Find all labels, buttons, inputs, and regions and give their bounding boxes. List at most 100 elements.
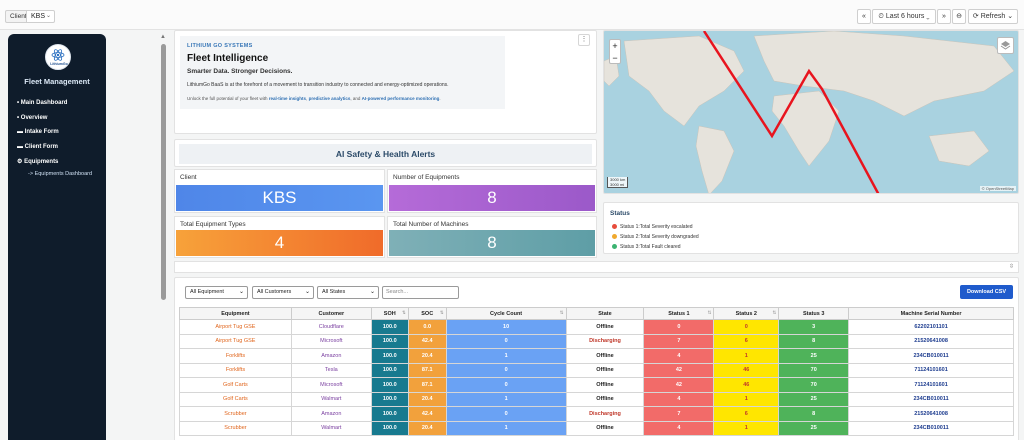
time-shift-forward-button[interactable]: » <box>937 9 951 24</box>
equipment-filter-select[interactable]: All Equipment ⌄ <box>185 286 248 299</box>
logo-text: LithiumGo <box>50 62 68 66</box>
sidebar-item-client-form[interactable]: ▬ Client Form <box>17 144 58 150</box>
state-filter-select[interactable]: All States ⌄ <box>317 286 379 299</box>
status3-cell: 8 <box>778 333 850 349</box>
scrollbar-thumb[interactable] <box>161 44 166 300</box>
stat-value: 4 <box>176 230 383 256</box>
map-attribution[interactable]: © OpenStreetMap <box>979 186 1016 191</box>
panel-menu-button[interactable]: ⋮ <box>578 34 590 46</box>
equipment-cell[interactable]: Airport Tug GSE <box>179 333 292 349</box>
table-row[interactable]: Golf Carts Microsoft 100.0 87.1 0 Offline 42 46… <box>179 377 1014 393</box>
table-row[interactable]: Scrubber Amazon 100.0 42.4 0 Discharging 7 6 8 21… <box>179 406 1014 422</box>
sidebar-item-intake-form[interactable]: ▬ Intake Form <box>17 129 59 135</box>
sidebar-item-main-dashboard[interactable]: • Main Dashboard <box>17 100 67 106</box>
table-row[interactable]: Forklifts Amazon 100.0 20.4 1 Offline 4 1 25 234C… <box>179 348 1014 364</box>
customer-filter-select[interactable]: All Customers ⌄ <box>252 286 314 299</box>
stat-value: KBS <box>176 185 383 211</box>
status-legend-panel: Status Status 1:Total Severity escalated… <box>603 202 1019 254</box>
map-scale: 3000 km 3000 mi <box>607 177 629 188</box>
status2-cell: 1 <box>713 420 780 436</box>
equipment-cell[interactable]: Forklifts <box>179 348 292 364</box>
client-variable-select[interactable]: KBS ⌄ <box>26 10 55 23</box>
zoom-out-time-button[interactable]: ⊖ <box>952 9 966 24</box>
download-csv-button[interactable]: Download CSV <box>960 285 1013 299</box>
row-divider: ⇳ <box>174 261 1019 273</box>
equipment-cell[interactable]: Airport Tug GSE <box>179 319 292 335</box>
sidebar-subitem-equipments-dashboard[interactable]: -> Equipments Dashboard <box>28 171 93 177</box>
equipment-cell[interactable]: Scrubber <box>179 420 292 436</box>
column-header[interactable]: Status 3 <box>778 307 850 320</box>
column-header-label: Machine Serial Number <box>900 310 962 317</box>
serial-cell[interactable]: 234CB010011 <box>848 391 1014 407</box>
status3-cell: 3 <box>778 319 850 335</box>
serial-cell[interactable]: 21520641008 <box>848 333 1014 349</box>
table-header-row: Equipment Customer SOH ⇅ SOC ⇅ Cycle Count ⇅ Sta… <box>179 307 1014 320</box>
column-header[interactable]: SOH ⇅ <box>370 307 409 320</box>
serial-cell[interactable]: 71124101601 <box>848 377 1014 393</box>
time-range-picker[interactable]: ⏲ Last 6 hours ⌄ <box>872 9 936 24</box>
refresh-button[interactable]: ⟳ Refresh ⌄ <box>968 9 1018 24</box>
sort-icon[interactable]: ⇅ <box>772 310 777 315</box>
collapse-icon[interactable]: ⇳ <box>1008 264 1014 270</box>
filter-value: All States <box>322 289 346 295</box>
equipment-cell[interactable]: Scrubber <box>179 406 292 422</box>
column-header[interactable]: SOC ⇅ <box>407 307 447 320</box>
serial-cell[interactable]: 234CB010011 <box>848 348 1014 364</box>
table-search-input[interactable]: Search... <box>382 286 459 299</box>
equipments-stat-panel: Number of Equipments 8 <box>387 169 597 213</box>
map-layers-icon[interactable] <box>997 37 1014 54</box>
soh-cell: 100.0 <box>370 319 409 335</box>
hero-link-predictive: predictive analytics <box>308 96 351 101</box>
sidebar: LithiumGo Fleet Management • Main Dashbo… <box>8 34 106 440</box>
serial-cell[interactable]: 62202101101 <box>848 319 1014 335</box>
serial-cell[interactable]: 71124101601 <box>848 362 1014 378</box>
column-header[interactable]: Customer <box>290 307 372 320</box>
column-header[interactable]: Machine Serial Number <box>848 307 1014 320</box>
bullet-icon: • <box>17 115 20 121</box>
chevron-down-icon: ⌄ <box>45 13 51 19</box>
table-row[interactable]: Golf Carts Walmart 100.0 20.4 1 Offline 4 1 25 23… <box>179 391 1014 407</box>
state-cell: Discharging <box>565 333 645 349</box>
equipment-cell[interactable]: Forklifts <box>179 362 292 378</box>
table-row[interactable]: Airport Tug GSE Microsoft 100.0 42.4 0 Discha… <box>179 333 1014 349</box>
equipment-cell[interactable]: Golf Carts <box>179 377 292 393</box>
stat-value: 8 <box>389 230 595 256</box>
map-zoom-out-button[interactable]: − <box>612 53 618 63</box>
column-header[interactable]: Status 2 ⇅ <box>713 307 780 320</box>
sidebar-item-label: Equipments <box>24 159 59 165</box>
serial-cell[interactable]: 234CB010011 <box>848 420 1014 436</box>
column-header[interactable]: State <box>565 307 645 320</box>
sort-icon[interactable]: ⇅ <box>559 310 564 315</box>
sort-icon[interactable]: ⇅ <box>401 310 406 315</box>
column-header[interactable]: Status 1 ⇅ <box>643 307 715 320</box>
cycle-count-cell: 0 <box>445 362 567 378</box>
soc-cell: 87.1 <box>407 377 447 393</box>
time-shift-back-button[interactable]: « <box>857 9 871 24</box>
column-header-label: Customer <box>318 310 345 317</box>
sort-icon[interactable]: ⇅ <box>439 310 444 315</box>
sidebar-item-equipments[interactable]: ⚙ Equipments <box>17 158 58 165</box>
column-header-label: SOC <box>421 310 434 317</box>
world-map-panel[interactable]: + − 3000 km 3000 mi © OpenStreetMap <box>603 30 1019 194</box>
map-scale-km: 3000 km <box>610 177 626 182</box>
map-zoom-control: + − <box>609 39 621 64</box>
soc-cell: 20.4 <box>407 391 447 407</box>
serial-cell[interactable]: 21520641008 <box>848 406 1014 422</box>
column-header[interactable]: Equipment <box>179 307 292 320</box>
hero-link-ai: AI-powered performance monitoring <box>361 96 440 101</box>
world-map <box>604 31 1015 193</box>
page-scrollbar[interactable]: ▲ <box>160 34 167 440</box>
table-row[interactable]: Scrubber Walmart 100.0 20.4 1 Offline 4 1 25 234C… <box>179 420 1014 436</box>
scroll-up-arrow-icon[interactable]: ▲ <box>160 34 166 40</box>
table-row[interactable]: Airport Tug GSE Cloudflare 100.0 0.0 10 Offli… <box>179 319 1014 335</box>
sidebar-item-overview[interactable]: • Overview <box>17 115 47 121</box>
soc-cell: 87.1 <box>407 362 447 378</box>
column-header[interactable]: Cycle Count ⇅ <box>445 307 567 320</box>
column-header-label: Cycle Count <box>490 310 523 317</box>
table-row[interactable]: Forklifts Tesla 100.0 87.1 0 Offline 42 46 70 711… <box>179 362 1014 378</box>
equipment-cell[interactable]: Golf Carts <box>179 391 292 407</box>
column-header-label: Status 1 <box>668 310 690 317</box>
state-cell: Discharging <box>565 406 645 422</box>
map-zoom-in-button[interactable]: + <box>612 41 618 51</box>
sort-icon[interactable]: ⇅ <box>707 310 712 315</box>
